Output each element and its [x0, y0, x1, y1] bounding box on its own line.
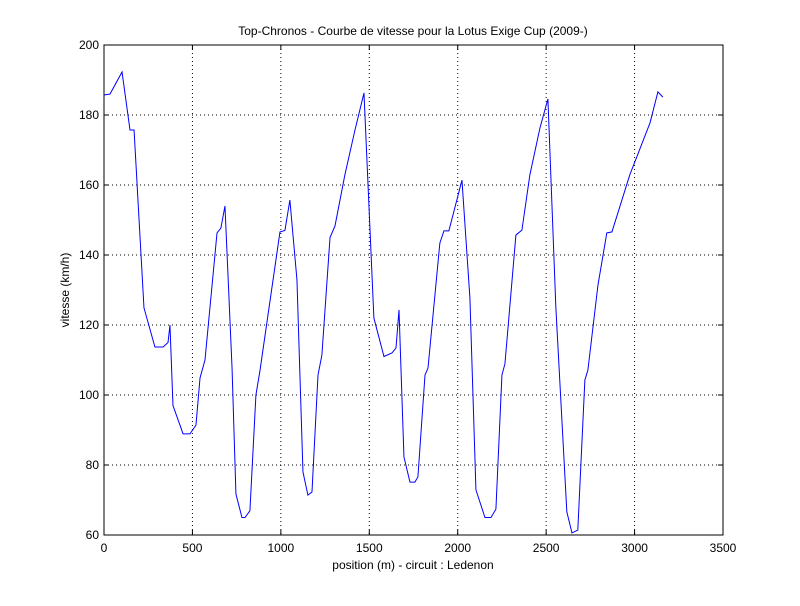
x-tick-label: 2000 [444, 541, 471, 555]
x-tick-label: 3000 [621, 541, 648, 555]
y-tick-label: 200 [79, 38, 99, 52]
x-axis-label: position (m) - circuit : Ledenon [332, 558, 493, 572]
x-tick-label: 0 [101, 541, 108, 555]
y-tick-label: 160 [79, 178, 99, 192]
x-tick-label: 1500 [356, 541, 383, 555]
y-tick-label: 140 [79, 248, 99, 262]
y-tick-label: 180 [79, 108, 99, 122]
x-tick-label: 1000 [268, 541, 295, 555]
y-tick-label: 60 [86, 528, 100, 542]
y-tick-label: 100 [79, 388, 99, 402]
y-axis-label: vitesse (km/h) [58, 253, 72, 328]
x-tick-label: 500 [182, 541, 202, 555]
x-tick-label: 3500 [710, 541, 737, 555]
chart-title: Top-Chronos - Courbe de vitesse pour la … [238, 24, 588, 38]
plot-area [103, 44, 724, 536]
y-tick-label: 80 [86, 458, 100, 472]
x-tick-label: 2500 [533, 541, 560, 555]
y-tick-label: 120 [79, 318, 99, 332]
line-series [103, 70, 664, 534]
